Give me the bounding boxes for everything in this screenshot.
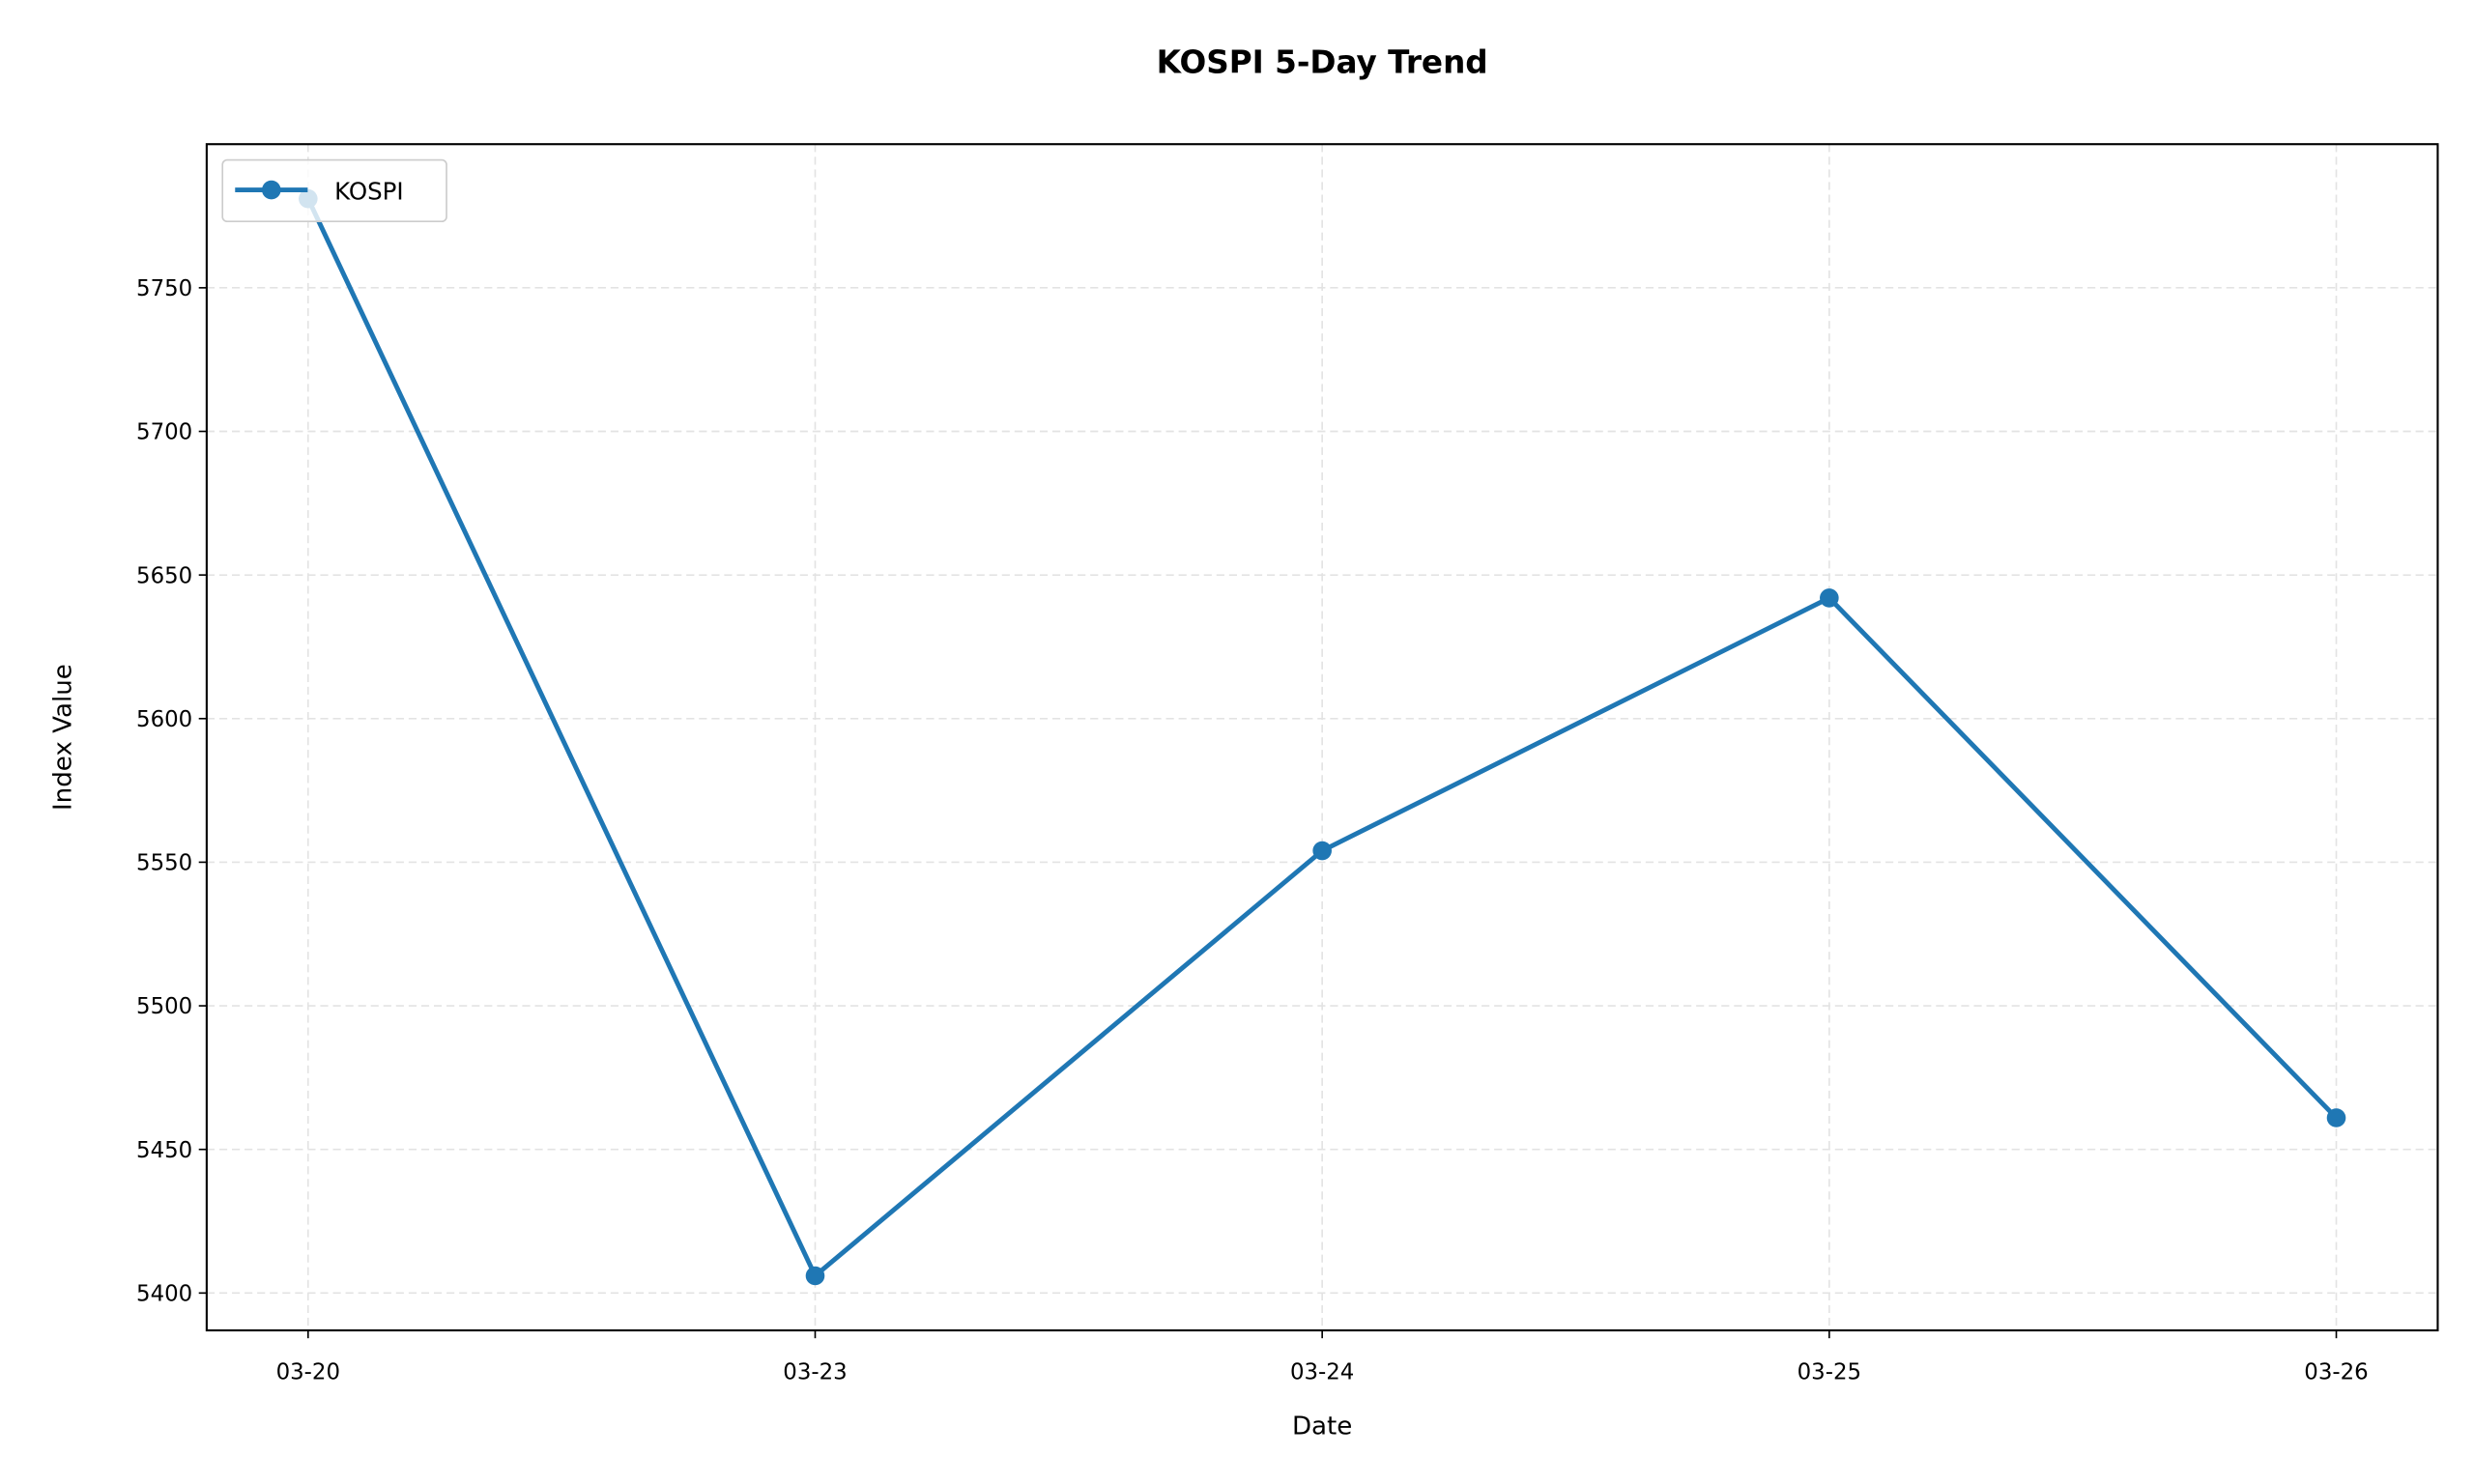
data-point xyxy=(1820,588,1839,608)
legend-marker-icon xyxy=(262,180,281,200)
y-tick-label: 5450 xyxy=(136,1138,192,1163)
y-tick-label: 5550 xyxy=(136,851,192,876)
y-tick-label: 5650 xyxy=(136,563,192,588)
legend-label: KOSPI xyxy=(334,177,403,205)
y-axis-label: Index Value xyxy=(48,664,77,811)
y-axis: 5400 5450 5500 5550 5600 5650 5700 5750 xyxy=(136,276,207,1306)
y-tick-label: 5400 xyxy=(136,1281,192,1306)
legend: KOSPI xyxy=(221,158,447,223)
x-tick-label: 03-23 xyxy=(783,1360,847,1385)
grid xyxy=(206,144,2438,1330)
x-axis-label: Date xyxy=(1292,1413,1352,1441)
x-axis: 03-20 03-23 03-24 03-25 03-26 xyxy=(276,1329,2369,1385)
x-tick-label: 03-24 xyxy=(1290,1360,1354,1385)
data-point xyxy=(2326,1108,2346,1127)
y-tick-label: 5750 xyxy=(136,276,192,301)
x-tick-label: 03-20 xyxy=(276,1360,340,1385)
x-tick-label: 03-26 xyxy=(2304,1360,2368,1385)
legend-box xyxy=(221,158,447,223)
y-tick-label: 5600 xyxy=(136,707,192,732)
y-tick-label: 5700 xyxy=(136,420,192,445)
plot-frame xyxy=(205,143,2439,1332)
data-point xyxy=(805,1266,825,1286)
data-point xyxy=(1312,841,1332,861)
x-tick-label: 03-25 xyxy=(1798,1360,1861,1385)
chart-title: KOSPI 5-Day Trend xyxy=(1157,44,1488,81)
y-tick-label: 5500 xyxy=(136,994,192,1019)
